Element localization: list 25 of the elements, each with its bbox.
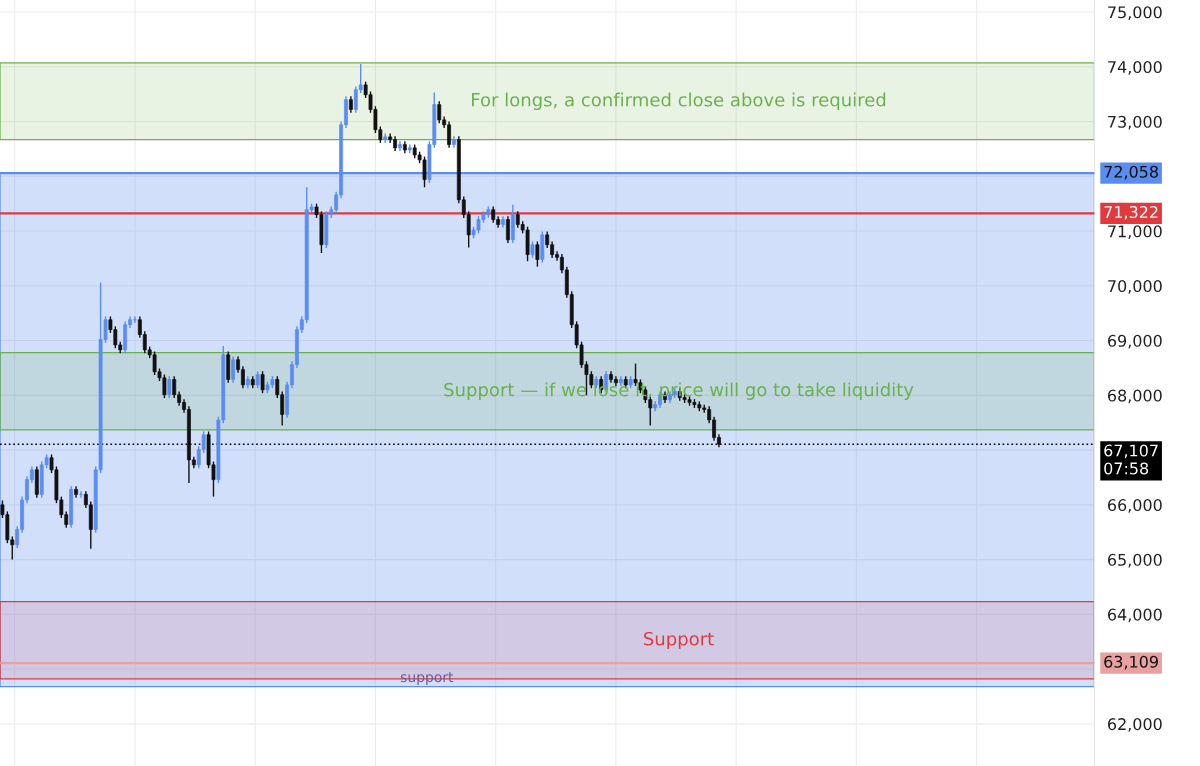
candlestick <box>79 490 83 499</box>
y-tick-label: 66,000 <box>1108 499 1162 513</box>
ref-line-label: 67,107 07:58 <box>1104 444 1158 475</box>
candlestick <box>437 100 442 124</box>
band-label: For longs, a confirmed close above is required <box>472 92 886 111</box>
ref-line-label: 63,109 <box>1104 655 1158 670</box>
y-tick-label: 69,000 <box>1108 334 1162 349</box>
y-tick-label: 75,000 <box>1108 6 1162 20</box>
candlestick <box>172 375 177 399</box>
y-tick-label: 70,000 <box>1108 280 1162 294</box>
band-label: Support <box>644 631 714 650</box>
y-tick-label: 71,000 <box>1108 225 1162 239</box>
y-tick-label: 62,000 <box>1108 718 1162 732</box>
candlestick <box>260 370 265 394</box>
ref-line-label: 72,058 <box>1104 165 1158 180</box>
y-tick-label: 65,000 <box>1108 553 1162 568</box>
ref-line-label: 71,322 <box>1104 205 1158 220</box>
candlestick <box>167 375 172 399</box>
candlestick <box>506 215 510 244</box>
candlestick <box>231 355 236 384</box>
y-tick-label: 64,000 <box>1108 608 1162 623</box>
candlestick <box>535 240 540 268</box>
y-tick-label: 68,000 <box>1108 389 1162 404</box>
y-tick-label: 73,000 <box>1108 115 1162 130</box>
y-tick-label: 74,000 <box>1108 61 1162 75</box>
